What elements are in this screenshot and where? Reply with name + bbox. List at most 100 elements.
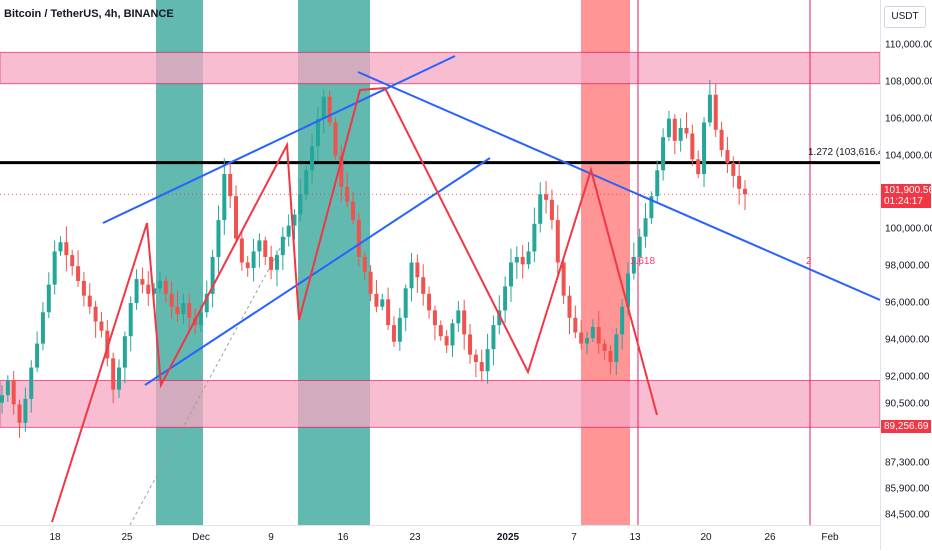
candle-body: [146, 284, 151, 294]
candle-body: [596, 327, 601, 344]
price-tick: 104,000.00: [885, 150, 932, 162]
fib-1618-label: 1.618: [630, 256, 656, 267]
candle-body: [210, 256, 215, 294]
teal-band-1: [156, 0, 203, 525]
candle-body: [29, 367, 34, 399]
candle-body: [204, 293, 209, 313]
candle-body: [391, 325, 396, 342]
time-tick: 9: [268, 532, 274, 543]
candle-body: [614, 334, 619, 363]
candle-body: [666, 118, 671, 138]
candle-body: [0, 395, 4, 403]
candle-body: [134, 279, 139, 304]
candle-body: [157, 280, 162, 289]
current-price-label: 101,900.56 01:24:17: [881, 184, 932, 209]
candle-body: [690, 133, 695, 160]
candle-body: [485, 349, 490, 372]
candle-body: [462, 310, 467, 335]
time-tick: 16: [337, 532, 349, 543]
candle-body: [421, 277, 426, 294]
price-tick: 108,000.00: [885, 76, 932, 88]
candle-body: [409, 262, 414, 289]
candle-body: [234, 196, 239, 239]
candle-body: [175, 306, 180, 315]
price-tick: 110,000.00: [885, 39, 932, 51]
candle-body: [491, 325, 496, 350]
current-price-value: 101,900.56: [884, 185, 932, 197]
candle-body: [304, 170, 309, 195]
price-tick: 94,000.00: [885, 334, 930, 346]
chart-area[interactable]: Bitcoin / TetherUS, 4h, BINANCE 1.272 (1…: [0, 0, 880, 525]
candle-body: [514, 256, 519, 263]
candle-body: [315, 118, 320, 147]
candle-body: [117, 367, 122, 390]
candle-body: [40, 312, 45, 344]
time-tick: 26: [764, 532, 776, 543]
price-tick: 106,000.00: [885, 113, 932, 125]
red-band: [581, 0, 630, 525]
candle-body: [368, 271, 373, 294]
candle-body: [637, 236, 642, 257]
blue-trend-line-2: [144, 157, 491, 386]
candle-body: [356, 220, 361, 257]
candle-body: [520, 256, 525, 265]
time-tick: 2025: [496, 532, 520, 543]
candle-body: [702, 122, 707, 175]
candle-body: [427, 293, 432, 311]
candle-body: [713, 94, 718, 130]
candle-body: [163, 280, 168, 294]
candle-body: [263, 240, 268, 257]
candle-body: [403, 288, 408, 318]
candle-body: [64, 242, 69, 256]
candle-body: [269, 256, 274, 270]
time-tick: 25: [121, 532, 133, 543]
time-tick: 13: [629, 532, 641, 543]
dashed-trend-line: [129, 229, 291, 525]
fib-2-label: 2: [806, 256, 812, 267]
candle-body: [397, 317, 402, 342]
candle-body: [298, 194, 303, 215]
price-tick: 84,500.00: [885, 509, 930, 521]
candle-body: [707, 94, 712, 123]
price-tick: 96,000.00: [885, 297, 930, 309]
candle-body: [152, 288, 157, 294]
candle-body: [339, 155, 344, 187]
candle-body: [374, 293, 379, 307]
candle-body: [473, 354, 478, 363]
price-chart[interactable]: [0, 0, 880, 525]
candle-body: [52, 251, 57, 285]
candle-body: [76, 266, 81, 281]
candle-body: [696, 159, 701, 175]
time-tick: 23: [409, 532, 421, 543]
candle-body: [222, 174, 227, 221]
candle-body: [678, 127, 683, 141]
candle-body: [140, 279, 145, 285]
candle-body: [456, 310, 461, 324]
candle-body: [257, 240, 262, 252]
price-tick: 90,500.00: [885, 398, 930, 410]
candle-body: [251, 251, 256, 269]
fib-1272-label: 1.272 (103,616.49): [808, 146, 880, 158]
price-tick: 92,000.00: [885, 371, 930, 383]
candle-body: [122, 336, 127, 368]
candle-body: [602, 343, 607, 351]
candle-body: [719, 129, 724, 151]
support-price-label: 89,256.69: [881, 420, 931, 434]
price-axis[interactable]: 110,000.00 108,000.00 106,000.00 104,000.00…: [880, 0, 932, 550]
candle-body: [351, 201, 356, 221]
candle-body: [362, 256, 367, 272]
time-axis[interactable]: 18 25 Dec 9 16 23 2025 7 13 20 26 Feb: [0, 525, 880, 551]
candle-body: [538, 194, 543, 224]
candle-body: [58, 242, 63, 252]
candle-body: [87, 295, 92, 307]
candle-body: [561, 262, 566, 296]
candle-body: [438, 325, 443, 337]
red-zigzag-line: [51, 86, 658, 523]
price-tick: 87,300.00: [885, 457, 930, 469]
currency-button[interactable]: USDT: [884, 6, 926, 28]
candle-body: [731, 162, 736, 176]
candle-body: [479, 362, 484, 372]
candle-body: [216, 220, 221, 257]
time-tick: 18: [49, 532, 61, 543]
candle-body: [111, 358, 116, 390]
